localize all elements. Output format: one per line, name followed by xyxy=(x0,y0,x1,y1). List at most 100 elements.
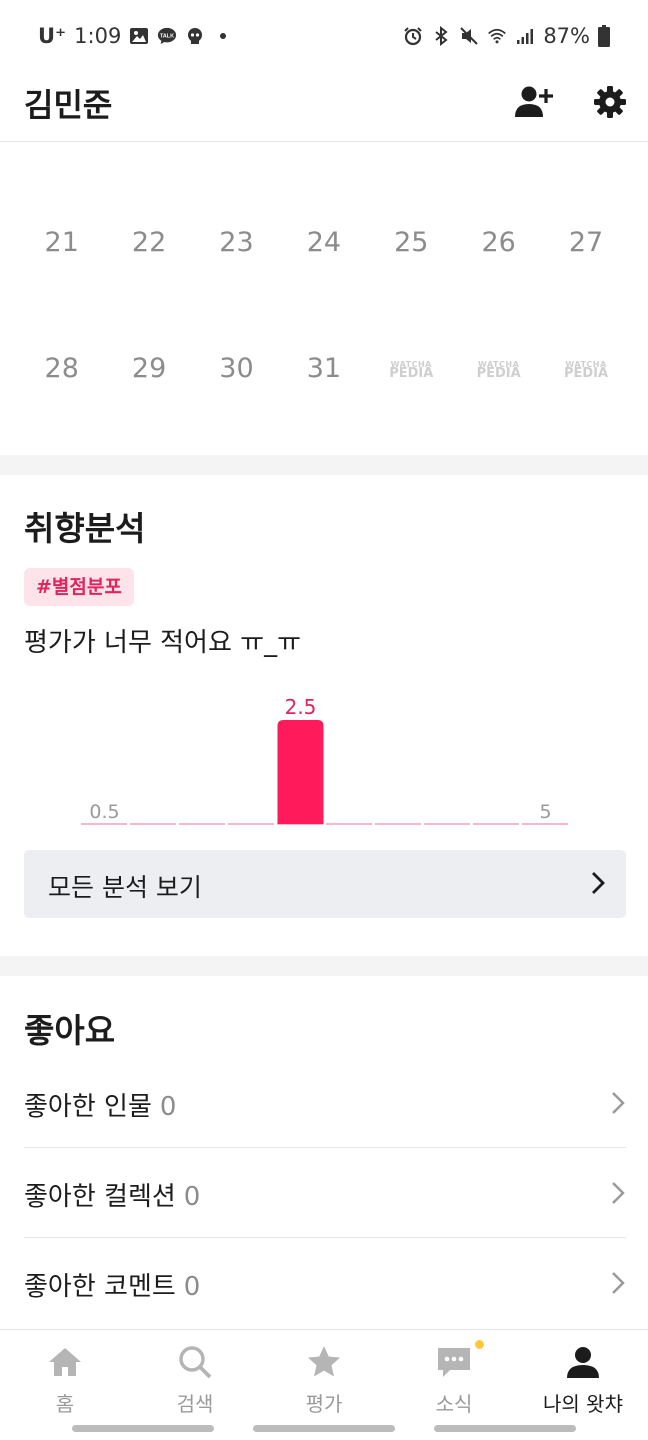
calendar-day[interactable]: 29 xyxy=(131,353,167,384)
calendar-day[interactable]: 21 xyxy=(44,227,79,258)
chart-baseline-segment xyxy=(473,823,519,825)
likes-section: 좋아요 좋아한 인물 0 좋아한 컬렉션 0 좋아한 코멘트 0 xyxy=(0,976,648,1328)
calendar-day[interactable]: 28 xyxy=(44,353,79,384)
chevron-right-icon xyxy=(612,1092,625,1114)
chart-baseline-segment xyxy=(375,823,421,825)
chart-bar xyxy=(277,720,324,824)
chart-bar-label: 2.5 xyxy=(285,695,317,719)
rating-calendar: 21 22 23 24 25 26 27 28 29 30 31 WATCHA P… xyxy=(0,143,648,455)
rating-distribution-chart: 2.5 0.5 5 xyxy=(0,674,648,834)
liked-comments-count: 0 xyxy=(183,1272,201,1302)
chevron-right-icon xyxy=(592,872,605,894)
wifi-icon xyxy=(488,28,507,44)
chart-baseline-segment xyxy=(81,823,127,825)
watcha-pedia-logo: WATCHA PEDIA xyxy=(563,360,609,381)
gear-icon xyxy=(594,86,626,118)
taste-analysis-section: 취향분석 #별점분포 평가가 너무 적어요 ㅠ_ㅠ 2.5 0.5 5 모든 분석 … xyxy=(0,474,648,956)
calendar-day[interactable]: 26 xyxy=(481,227,516,258)
nav-search[interactable]: 검색 xyxy=(130,1330,260,1420)
gesture-bar-center xyxy=(253,1425,395,1432)
liked-collections-label: 좋아한 컬렉션 0 xyxy=(24,1182,201,1212)
calendar-day[interactable]: 25 xyxy=(394,227,429,258)
analysis-message: 평가가 너무 적어요 ㅠ_ㅠ xyxy=(24,628,301,658)
bottom-navigation: 홈 검색 평가 소식 나의 왓챠 xyxy=(0,1329,648,1440)
nav-home-label: 홈 xyxy=(55,1392,75,1416)
alarm-icon xyxy=(404,27,423,46)
section-title: 좋아요 xyxy=(24,1011,116,1050)
liked-collections-row[interactable]: 좋아한 컬렉션 0 xyxy=(24,1148,626,1238)
watcha-pedia-logo: WATCHA PEDIA xyxy=(389,360,434,381)
chevron-right-icon xyxy=(612,1272,625,1294)
gesture-bar-right xyxy=(434,1425,576,1432)
chart-baseline-segment xyxy=(228,823,274,825)
signal-icon xyxy=(517,29,534,44)
calendar-placeholder: WATCHA PEDIA xyxy=(455,349,542,389)
view-all-analysis-button[interactable]: 모든 분석 보기 xyxy=(24,850,626,918)
calendar-day[interactable]: 27 xyxy=(568,227,604,258)
calendar-day[interactable]: 30 xyxy=(219,353,254,384)
time-label: 1:09 xyxy=(74,24,122,48)
calendar-week: 28 29 30 31 WATCHA PEDIA WATCHA PEDIA WATC… xyxy=(18,349,630,389)
battery-label: 87% xyxy=(543,24,590,48)
liked-comments-row[interactable]: 좋아한 코멘트 0 xyxy=(24,1238,626,1328)
settings-button[interactable] xyxy=(588,80,632,124)
calendar-placeholder: WATCHA PEDIA xyxy=(542,349,629,389)
chart-baseline-segment xyxy=(130,823,176,825)
section-title: 취향분석 xyxy=(24,509,146,548)
gallery-icon xyxy=(130,28,149,44)
chart-baseline-segment xyxy=(326,823,372,825)
battery-icon xyxy=(598,25,610,47)
calendar-placeholder: WATCHA PEDIA xyxy=(368,349,455,389)
liked-people-row[interactable]: 좋아한 인물 0 xyxy=(24,1058,626,1148)
calendar-day[interactable]: 22 xyxy=(131,227,167,258)
nav-news-label: 소식 xyxy=(435,1392,473,1416)
watcha-pedia-logo: WATCHA PEDIA xyxy=(476,360,521,381)
status-left: U⁺ 1:09 TALK xyxy=(38,24,233,48)
nav-news[interactable]: 소식 xyxy=(389,1330,519,1420)
liked-people-count: 0 xyxy=(159,1092,177,1122)
svg-text:TALK: TALK xyxy=(160,33,174,39)
chart-tick-label: 0.5 xyxy=(89,801,119,823)
search-icon xyxy=(179,1346,212,1379)
notification-dot xyxy=(475,1340,484,1349)
rating-distribution-tag: #별점분포 xyxy=(24,568,134,606)
nav-my-watcha-label: 나의 왓챠 xyxy=(543,1392,623,1416)
kakaotalk-icon: TALK xyxy=(158,27,177,45)
gesture-bar-left xyxy=(72,1425,214,1432)
add-user-icon xyxy=(515,86,553,117)
liked-people-label: 좋아한 인물 0 xyxy=(24,1092,177,1122)
add-friend-button[interactable] xyxy=(512,80,556,124)
profile-header: 김민준 xyxy=(0,72,648,142)
calendar-day[interactable]: 23 xyxy=(219,227,254,258)
status-bar: U⁺ 1:09 TALK 87% xyxy=(0,0,648,72)
rating-chart-svg: 2.5 0.5 5 xyxy=(81,695,568,825)
app-icon xyxy=(188,28,203,44)
nav-rate[interactable]: 평가 xyxy=(259,1330,389,1420)
chevron-right-icon xyxy=(612,1182,625,1204)
calendar-day[interactable]: 24 xyxy=(306,227,342,258)
nav-home[interactable]: 홈 xyxy=(0,1330,130,1420)
view-all-analysis-label: 모든 분석 보기 xyxy=(48,873,202,902)
home-icon xyxy=(49,1348,81,1376)
calendar-day[interactable]: 31 xyxy=(306,353,342,384)
status-right: 87% xyxy=(403,24,610,48)
bluetooth-icon xyxy=(435,26,448,46)
nav-my-watcha[interactable]: 나의 왓챠 xyxy=(518,1330,648,1420)
dot-icon xyxy=(220,33,227,39)
section-divider xyxy=(0,455,648,475)
liked-collections-count: 0 xyxy=(183,1182,201,1212)
nav-search-label: 검색 xyxy=(176,1392,214,1416)
star-icon xyxy=(308,1346,340,1377)
liked-comments-label: 좋아한 코멘트 0 xyxy=(24,1272,201,1302)
chart-baseline-segment xyxy=(179,823,225,825)
calendar-week: 21 22 23 24 25 26 27 xyxy=(18,223,630,263)
mute-icon xyxy=(460,27,479,45)
nav-rate-label: 평가 xyxy=(305,1392,343,1416)
carrier-label: U⁺ xyxy=(38,24,67,48)
chart-baseline-segment xyxy=(424,823,470,825)
chat-icon xyxy=(438,1348,470,1377)
chart-tick-label: 5 xyxy=(539,801,551,823)
chart-baseline-segment xyxy=(522,823,568,825)
page-title: 김민준 xyxy=(24,86,113,124)
